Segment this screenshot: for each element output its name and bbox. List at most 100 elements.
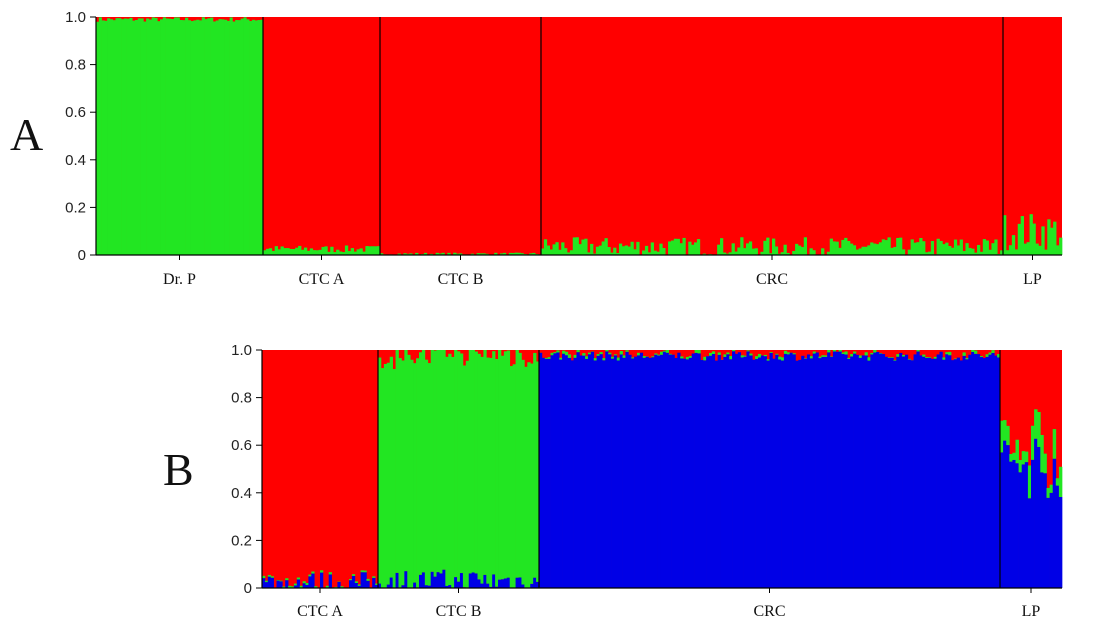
bar-green: [576, 350, 580, 353]
bar-blue: [401, 585, 405, 588]
bar-green: [249, 20, 253, 255]
bar-green: [844, 351, 848, 355]
bar-green: [265, 248, 270, 255]
bar-green: [572, 237, 576, 255]
bar-green: [971, 350, 975, 352]
bar-green: [179, 19, 183, 255]
bar-green: [176, 17, 180, 256]
bar-blue: [887, 357, 891, 588]
bar-green: [858, 355, 863, 358]
bar-green: [1034, 409, 1038, 439]
bar-blue: [922, 356, 926, 588]
bar-blue: [1037, 446, 1041, 588]
bar-blue: [634, 356, 638, 588]
bar-green: [380, 253, 384, 255]
bar-green: [308, 574, 312, 577]
bar-blue: [582, 355, 586, 588]
bar-green: [479, 253, 483, 255]
bar-blue: [694, 352, 698, 588]
bar-green: [341, 252, 346, 255]
bar-green: [1020, 216, 1024, 255]
bar-green: [746, 243, 750, 255]
bar-green: [435, 252, 439, 255]
bar-blue: [293, 585, 298, 588]
bar-green: [267, 574, 272, 577]
bar-blue: [665, 352, 670, 588]
bar-green: [129, 17, 133, 255]
bar-green: [769, 352, 773, 353]
bar-blue: [783, 353, 788, 588]
bar-blue: [521, 584, 525, 588]
bar-green: [561, 242, 565, 255]
bar-green: [365, 246, 369, 255]
bar-green: [723, 354, 727, 357]
bar-blue: [974, 353, 978, 588]
bar-green: [442, 350, 446, 570]
bar-green: [803, 237, 807, 255]
bar-green: [804, 358, 808, 359]
bar-blue: [723, 356, 727, 588]
bar-green: [454, 350, 458, 578]
bar-green: [566, 252, 571, 255]
bar-green: [688, 356, 693, 358]
bar-blue: [442, 569, 446, 588]
bar-blue: [448, 585, 452, 588]
bar-green: [218, 19, 222, 255]
bar-green: [945, 352, 949, 355]
bar-green: [101, 20, 105, 256]
bar-green: [587, 252, 591, 255]
bar-green: [312, 250, 316, 255]
bar-green: [763, 240, 767, 255]
bar-blue: [559, 359, 563, 588]
bar-blue: [351, 575, 356, 588]
bar-blue: [821, 356, 825, 588]
bar-green: [498, 350, 502, 580]
bar-green: [595, 246, 600, 255]
bar-blue: [593, 360, 597, 588]
bar-green: [731, 243, 735, 255]
bar-green: [668, 353, 672, 355]
bar-green: [974, 350, 978, 354]
bar-green: [1032, 223, 1036, 255]
bar-green: [471, 350, 475, 573]
bar-green: [734, 251, 738, 255]
bar-green: [662, 248, 666, 255]
bar-blue: [743, 356, 747, 588]
bar-green: [832, 350, 837, 352]
bar-green: [618, 243, 623, 255]
bar-blue: [714, 360, 718, 588]
bar-blue: [386, 584, 391, 588]
bar-blue: [925, 358, 929, 588]
bar-green: [948, 245, 952, 255]
bar-green: [991, 350, 995, 353]
bar-green: [826, 251, 831, 255]
bar-blue: [815, 352, 819, 588]
bar-blue: [279, 581, 283, 588]
bar-green: [717, 244, 721, 255]
bar-blue: [1012, 459, 1016, 588]
bar-green: [226, 20, 230, 256]
bar-green: [371, 246, 375, 255]
y-tick-label: 0.2: [231, 532, 252, 549]
bar-green: [835, 241, 839, 255]
bar-green: [559, 357, 563, 360]
bar-green: [878, 242, 883, 255]
bar-green: [696, 239, 701, 255]
y-tick-label: 1.0: [231, 342, 252, 359]
bar-green: [644, 245, 649, 255]
bar-blue: [861, 355, 865, 588]
bar-blue: [404, 571, 408, 588]
bar-green: [633, 249, 637, 255]
bar-blue: [798, 359, 802, 588]
panel-label-b: B: [163, 444, 194, 495]
bar-green: [285, 578, 289, 581]
bar-green: [849, 243, 854, 255]
y-tick-label: 0.8: [231, 390, 252, 407]
bar-blue: [847, 358, 851, 588]
bar-green: [902, 354, 906, 357]
bar-blue: [636, 355, 641, 588]
bar-green: [336, 249, 340, 255]
bar-green: [896, 354, 900, 357]
bar-green: [740, 237, 744, 255]
bar-blue: [305, 585, 309, 588]
